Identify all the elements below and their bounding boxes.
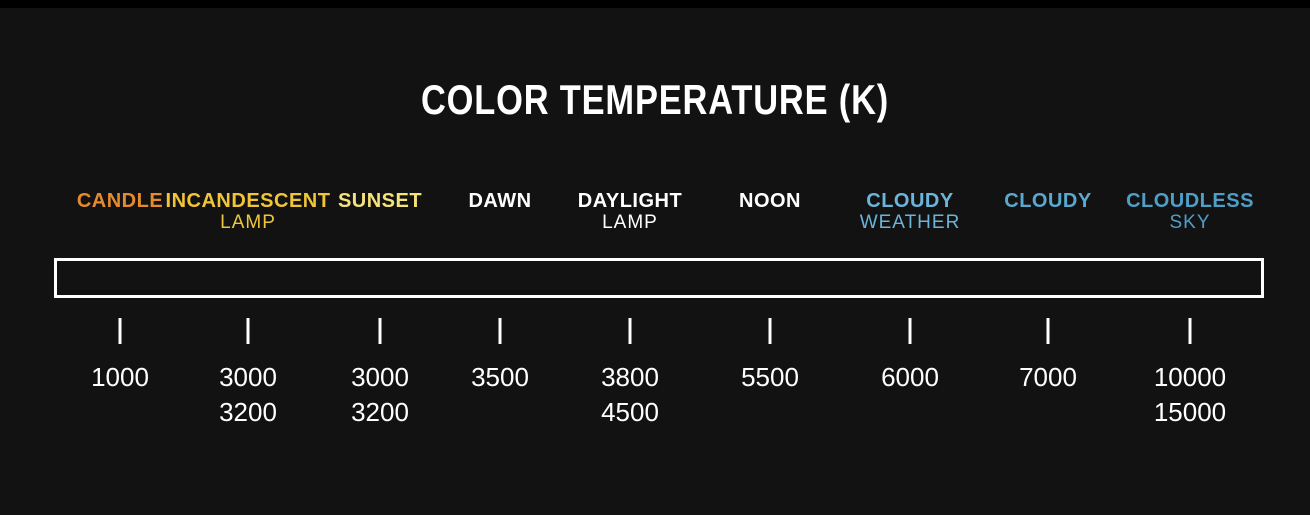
value-2: 3200 [351, 397, 409, 427]
value-cloudy: 7000 [1019, 360, 1077, 395]
value-1: 3800 [601, 362, 659, 392]
value-cloudless: 10000 15000 [1154, 360, 1226, 430]
value-1: 6000 [881, 362, 939, 392]
value-1: 7000 [1019, 362, 1077, 392]
value-daylight: 3800 4500 [601, 360, 659, 430]
value-noon: 5500 [741, 360, 799, 395]
tick-cloudless [1189, 318, 1192, 344]
tick-noon [769, 318, 772, 344]
value-1: 3000 [351, 362, 409, 392]
label-sub: LAMP [166, 212, 331, 233]
label-sub: LAMP [578, 212, 682, 233]
label-main: NOON [739, 190, 801, 212]
value-1: 5500 [741, 362, 799, 392]
value-2: 15000 [1154, 397, 1226, 427]
value-1: 3500 [471, 362, 529, 392]
label-incandescent: INCANDESCENT LAMP [166, 190, 331, 234]
label-main: CANDLE [77, 190, 163, 212]
label-noon: NOON [739, 190, 801, 212]
value-dawn: 3500 [471, 360, 529, 395]
label-daylight: DAYLIGHT LAMP [578, 190, 682, 234]
tick-sunset [379, 318, 382, 344]
value-1: 3000 [219, 362, 277, 392]
tick-incandescent [247, 318, 250, 344]
tick-dawn [499, 318, 502, 344]
label-main: SUNSET [338, 190, 422, 212]
tick-daylight [629, 318, 632, 344]
value-sunset: 3000 3200 [351, 360, 409, 430]
chart-container: COLOR TEMPERATURE (K) CANDLE 1000 INCAND… [0, 8, 1310, 515]
value-cloudy-weather: 6000 [881, 360, 939, 395]
tick-cloudy [1047, 318, 1050, 344]
label-main: INCANDESCENT [166, 190, 331, 212]
value-incandescent: 3000 3200 [219, 360, 277, 430]
label-main: CLOUDY [1004, 190, 1091, 212]
label-sunset: SUNSET [338, 190, 422, 212]
label-sub: SKY [1126, 212, 1254, 233]
label-main: CLOUDLESS [1126, 190, 1254, 212]
chart-title: COLOR TEMPERATURE (K) [118, 76, 1192, 124]
label-main: DAWN [468, 190, 531, 212]
label-main: CLOUDY [866, 190, 953, 212]
value-candle: 1000 [91, 360, 149, 395]
value-1: 1000 [91, 362, 149, 392]
value-1: 10000 [1154, 362, 1226, 392]
label-cloudy-weather: CLOUDY WEATHER [860, 190, 961, 234]
value-2: 3200 [219, 397, 277, 427]
label-sub: WEATHER [860, 212, 961, 233]
label-cloudy: CLOUDY [1004, 190, 1091, 212]
label-candle: CANDLE [77, 190, 163, 212]
scale-bar [54, 258, 1264, 298]
label-dawn: DAWN [468, 190, 531, 212]
label-cloudless: CLOUDLESS SKY [1126, 190, 1254, 234]
top-strip [0, 0, 1310, 8]
value-2: 4500 [601, 397, 659, 427]
tick-cloudy-weather [909, 318, 912, 344]
tick-candle [119, 318, 122, 344]
label-main: DAYLIGHT [578, 190, 682, 212]
